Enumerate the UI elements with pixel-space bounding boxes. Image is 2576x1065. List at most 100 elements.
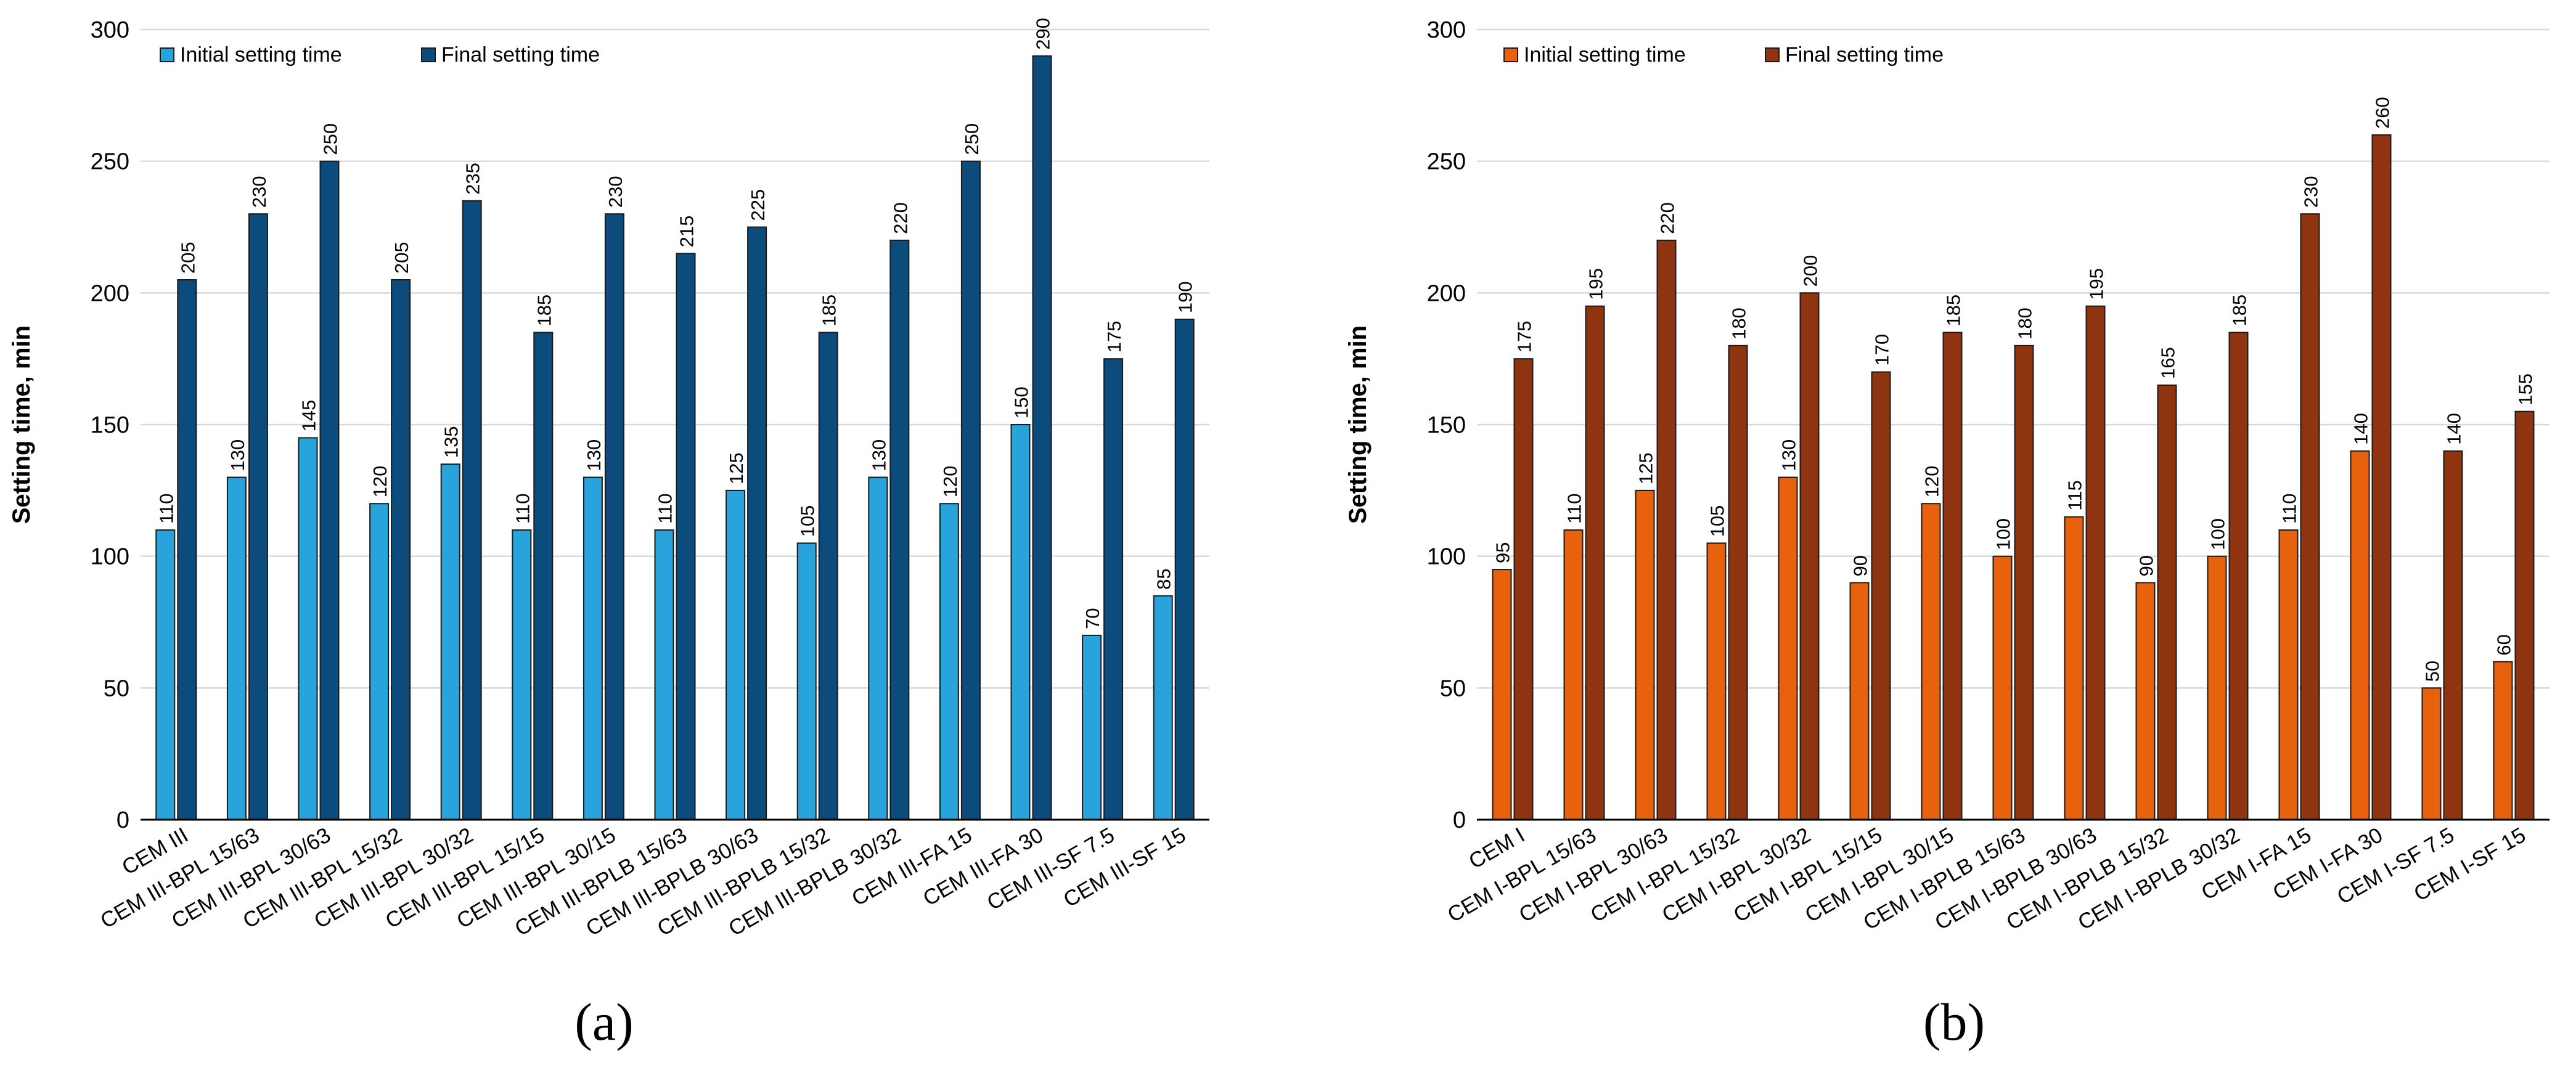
y-tick-label: 300: [91, 17, 129, 43]
data-label: 115: [2064, 480, 2086, 510]
data-label: 125: [1635, 452, 1657, 484]
bar-initial-9: [2135, 582, 2156, 821]
y-tick-label: 150: [91, 412, 129, 438]
bar-final-8: [2085, 305, 2106, 820]
bar-initial-3: [369, 503, 390, 820]
bar-final-9: [2157, 384, 2177, 820]
data-label: 235: [462, 163, 484, 195]
chart-panel-a: 0 50 100 150 200 250 300 Setting time, min 110 20…: [8, 17, 1209, 941]
data-label: 225: [747, 189, 769, 221]
data-label: 145: [298, 400, 320, 432]
bar-initial-0: [155, 529, 176, 821]
bar-final-11: [960, 160, 981, 821]
bar-final-5: [1871, 371, 1891, 820]
x-tick-label: CEM III-FA 15: [848, 823, 976, 911]
data-label: 185: [1943, 295, 1965, 327]
y-tick-label: 0: [117, 807, 129, 833]
y-axis-title: Setting time, min: [8, 325, 35, 524]
bar-initial-5: [512, 529, 532, 821]
bar-initial-2: [1635, 489, 1655, 820]
data-label: 215: [676, 215, 698, 247]
bar-initial-9: [796, 542, 817, 820]
legend-swatch-initial: [1503, 47, 1518, 62]
y-tick-label: 100: [1427, 544, 1466, 570]
bar-final-7: [2014, 345, 2034, 820]
bar-initial-7: [1992, 555, 2013, 821]
bar-initial-12: [2350, 450, 2370, 820]
data-label: 200: [1800, 255, 1822, 287]
bar-initial-6: [583, 476, 603, 820]
data-label: 220: [889, 202, 911, 234]
bar-final-3: [1728, 345, 1748, 820]
bar-final-0: [1513, 358, 1534, 820]
data-label: 110: [155, 494, 177, 524]
data-label: 120: [369, 465, 391, 497]
y-tick-label: 250: [1427, 149, 1466, 175]
data-label: 140: [2443, 413, 2465, 445]
bar-initial-12: [1010, 424, 1031, 820]
bar-final-12: [1032, 55, 1052, 821]
data-label: 250: [320, 123, 341, 155]
y-tick-label: 50: [1440, 675, 1466, 701]
bar-initial-11: [2278, 529, 2299, 821]
y-axis-title: Setting time, min: [1344, 325, 1372, 524]
data-label: 205: [391, 242, 412, 274]
bar-final-7: [676, 253, 696, 820]
data-label: 60: [2493, 634, 2515, 655]
bar-initial-8: [726, 489, 746, 820]
data-label: 50: [2422, 661, 2443, 682]
data-label: 165: [2157, 347, 2179, 379]
data-label: 90: [1850, 555, 1871, 576]
legend-label-initial: Initial setting time: [1524, 43, 1686, 67]
data-label: 230: [248, 176, 270, 208]
bar-initial-13: [1082, 634, 1102, 821]
bar-initial-10: [868, 476, 888, 820]
bar-initial-6: [1921, 503, 1941, 820]
data-label: 250: [961, 123, 983, 155]
data-label: 180: [2014, 308, 2036, 340]
data-label: 125: [726, 452, 747, 484]
bar-initial-1: [1563, 529, 1584, 821]
data-label: 85: [1153, 568, 1175, 589]
bar-final-6: [1942, 332, 1963, 820]
bar-final-4: [462, 200, 482, 820]
data-label: 140: [2350, 413, 2372, 445]
bar-final-11: [2300, 213, 2320, 820]
data-label: 150: [1011, 386, 1032, 418]
data-label: 175: [1103, 320, 1125, 353]
data-label: 155: [2515, 373, 2537, 406]
data-label: 180: [1728, 308, 1750, 340]
bar-initial-1: [226, 476, 247, 820]
bar-final-10: [889, 239, 910, 821]
data-label: 220: [1657, 202, 1678, 234]
y-tick-label: 50: [104, 675, 129, 701]
legend-swatch-final: [1765, 47, 1780, 62]
bar-initial-13: [2421, 687, 2442, 821]
data-label: 100: [2207, 518, 2229, 550]
y-tick-label: 300: [1427, 17, 1466, 43]
data-label: 70: [1082, 608, 1103, 629]
y-tick-label: 200: [91, 280, 129, 306]
bar-final-2: [319, 160, 340, 821]
bar-initial-8: [2064, 516, 2084, 820]
data-label: 190: [1175, 281, 1196, 313]
legend-label-final: Final setting time: [1785, 43, 1944, 67]
bar-initial-2: [298, 437, 318, 820]
bar-initial-3: [1706, 542, 1727, 820]
bar-initial-0: [1492, 569, 1512, 820]
bar-final-1: [248, 213, 268, 820]
data-label: 100: [1993, 518, 2014, 550]
bar-final-1: [1585, 305, 1605, 820]
panel-label-a: (a): [574, 992, 634, 1051]
bar-final-3: [391, 279, 411, 820]
data-label: 185: [533, 295, 555, 327]
bar-final-12: [2371, 134, 2392, 820]
data-label: 260: [2372, 97, 2394, 129]
bar-initial-4: [1778, 476, 1798, 820]
data-label: 110: [655, 494, 676, 524]
bar-final-13: [2443, 450, 2463, 820]
data-label: 130: [227, 439, 248, 471]
bar-final-14: [2514, 410, 2535, 820]
bar-initial-4: [440, 463, 460, 820]
